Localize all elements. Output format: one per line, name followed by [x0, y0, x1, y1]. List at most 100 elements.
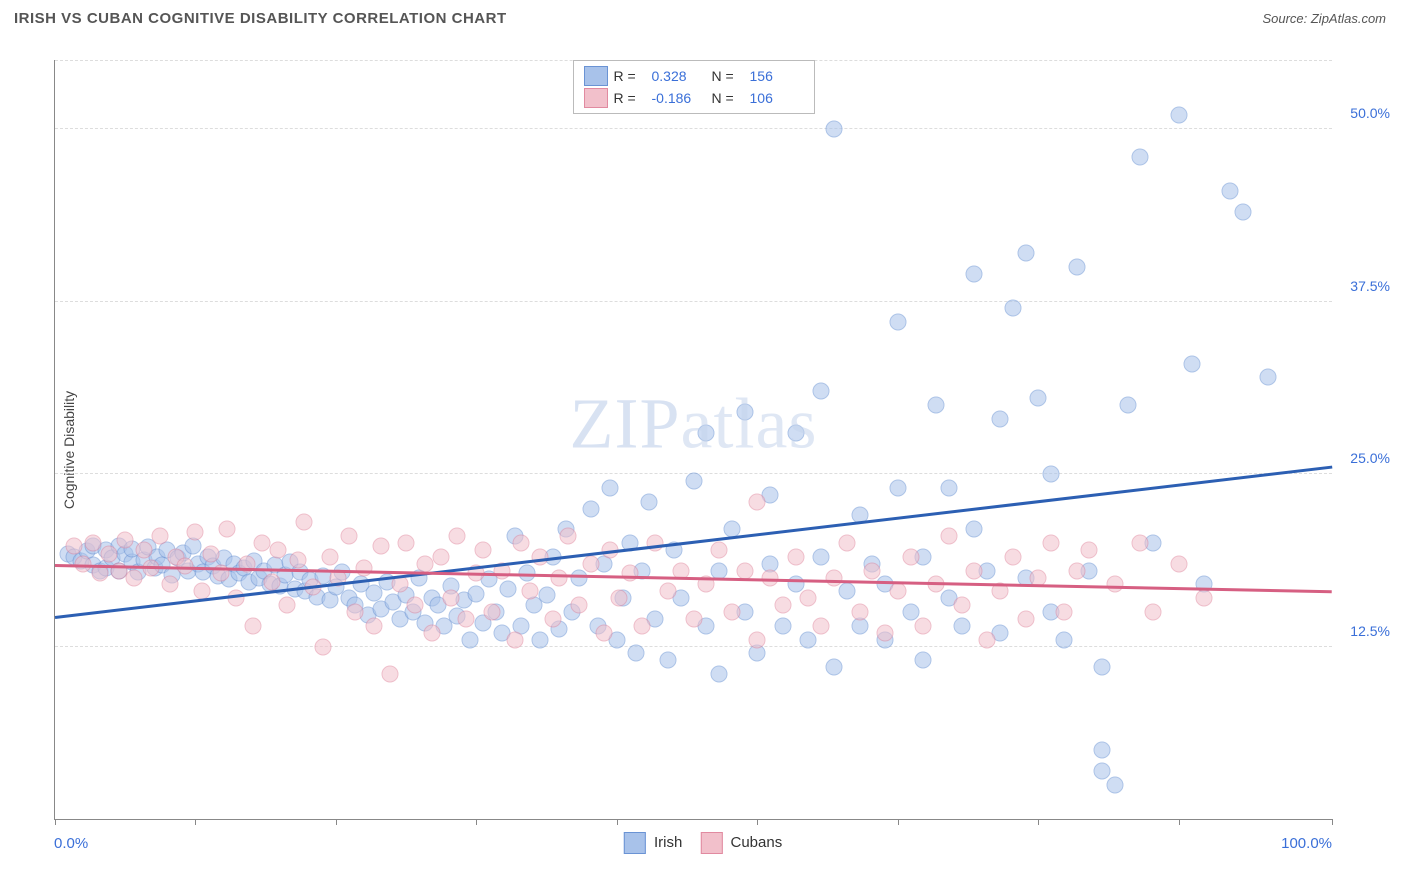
scatter-point: [966, 562, 983, 579]
x-tick: [1332, 819, 1333, 825]
scatter-point: [270, 541, 287, 558]
x-axis-max-label: 100.0%: [1281, 835, 1332, 852]
legend-row: R =0.328N =156: [584, 65, 804, 87]
chart-title: IRISH VS CUBAN COGNITIVE DISABILITY CORR…: [14, 10, 507, 27]
scatter-point: [126, 569, 143, 586]
scatter-point: [202, 546, 219, 563]
scatter-point: [1221, 183, 1238, 200]
scatter-point: [634, 617, 651, 634]
legend-r-label: R =: [614, 87, 646, 109]
chart-source: Source: ZipAtlas.com: [1262, 11, 1386, 26]
scatter-point: [423, 624, 440, 641]
legend-swatch: [624, 832, 646, 854]
x-tick: [1179, 819, 1180, 825]
scatter-point: [611, 590, 628, 607]
scatter-point: [877, 624, 894, 641]
scatter-point: [621, 565, 638, 582]
legend-swatch: [584, 88, 608, 108]
scatter-point: [1132, 535, 1149, 552]
scatter-point: [647, 535, 664, 552]
scatter-point: [940, 528, 957, 545]
scatter-point: [315, 638, 332, 655]
scatter-point: [100, 546, 117, 563]
scatter-point: [296, 514, 313, 531]
scatter-point: [928, 397, 945, 414]
scatter-point: [1170, 107, 1187, 124]
scatter-point: [474, 541, 491, 558]
scatter-point: [1260, 369, 1277, 386]
scatter-point: [1004, 300, 1021, 317]
scatter-point: [774, 617, 791, 634]
scatter-point: [864, 562, 881, 579]
scatter-point: [432, 548, 449, 565]
scatter-point: [458, 610, 475, 627]
legend-swatch: [584, 66, 608, 86]
scatter-point: [538, 587, 555, 604]
scatter-point: [1145, 604, 1162, 621]
legend-r-label: R =: [614, 65, 646, 87]
scatter-point: [1234, 203, 1251, 220]
scatter-point: [583, 500, 600, 517]
scatter-point: [902, 604, 919, 621]
scatter-point: [506, 631, 523, 648]
scatter-point: [787, 424, 804, 441]
scatter-point: [825, 569, 842, 586]
scatter-point: [161, 576, 178, 593]
scatter-point: [800, 631, 817, 648]
scatter-point: [723, 604, 740, 621]
scatter-point: [953, 617, 970, 634]
series-legend: Irish Cubans: [624, 832, 782, 854]
scatter-point: [1017, 245, 1034, 262]
scatter-point: [966, 265, 983, 282]
x-tick: [55, 819, 56, 825]
scatter-point: [991, 410, 1008, 427]
chart-container: Cognitive Disability ZIPatlas R =0.328N …: [14, 40, 1392, 860]
scatter-point: [800, 590, 817, 607]
scatter-point: [136, 541, 153, 558]
scatter-point: [813, 383, 830, 400]
gridline: [55, 301, 1332, 302]
scatter-point: [532, 548, 549, 565]
legend-swatch: [700, 832, 722, 854]
scatter-point: [1094, 762, 1111, 779]
scatter-point: [1132, 148, 1149, 165]
x-tick: [617, 819, 618, 825]
scatter-point: [966, 521, 983, 538]
x-axis-min-label: 0.0%: [54, 835, 88, 852]
legend-n-value: 156: [750, 65, 804, 87]
scatter-point: [462, 631, 479, 648]
y-tick-label: 25.0%: [1336, 450, 1390, 466]
scatter-point: [85, 535, 102, 552]
scatter-point: [340, 528, 357, 545]
scatter-point: [774, 597, 791, 614]
scatter-point: [253, 535, 270, 552]
scatter-point: [570, 597, 587, 614]
x-tick: [898, 819, 899, 825]
scatter-point: [711, 541, 728, 558]
scatter-point: [1030, 390, 1047, 407]
gridline: [55, 646, 1332, 647]
scatter-point: [228, 590, 245, 607]
legend-n-label: N =: [712, 87, 744, 109]
scatter-point: [787, 548, 804, 565]
scatter-point: [1170, 555, 1187, 572]
scatter-point: [711, 666, 728, 683]
scatter-point: [596, 624, 613, 641]
scatter-point: [915, 652, 932, 669]
scatter-point: [347, 604, 364, 621]
scatter-point: [685, 472, 702, 489]
scatter-point: [151, 528, 168, 545]
scatter-point: [321, 548, 338, 565]
scatter-point: [1068, 562, 1085, 579]
scatter-point: [889, 314, 906, 331]
legend-r-value: 0.328: [652, 65, 706, 87]
scatter-point: [398, 535, 415, 552]
x-tick: [1038, 819, 1039, 825]
scatter-point: [736, 562, 753, 579]
scatter-point: [381, 666, 398, 683]
legend-n-value: 106: [750, 87, 804, 109]
scatter-point: [532, 631, 549, 648]
legend-row: R =-0.186N =106: [584, 87, 804, 109]
scatter-point: [1043, 466, 1060, 483]
scatter-point: [1043, 535, 1060, 552]
